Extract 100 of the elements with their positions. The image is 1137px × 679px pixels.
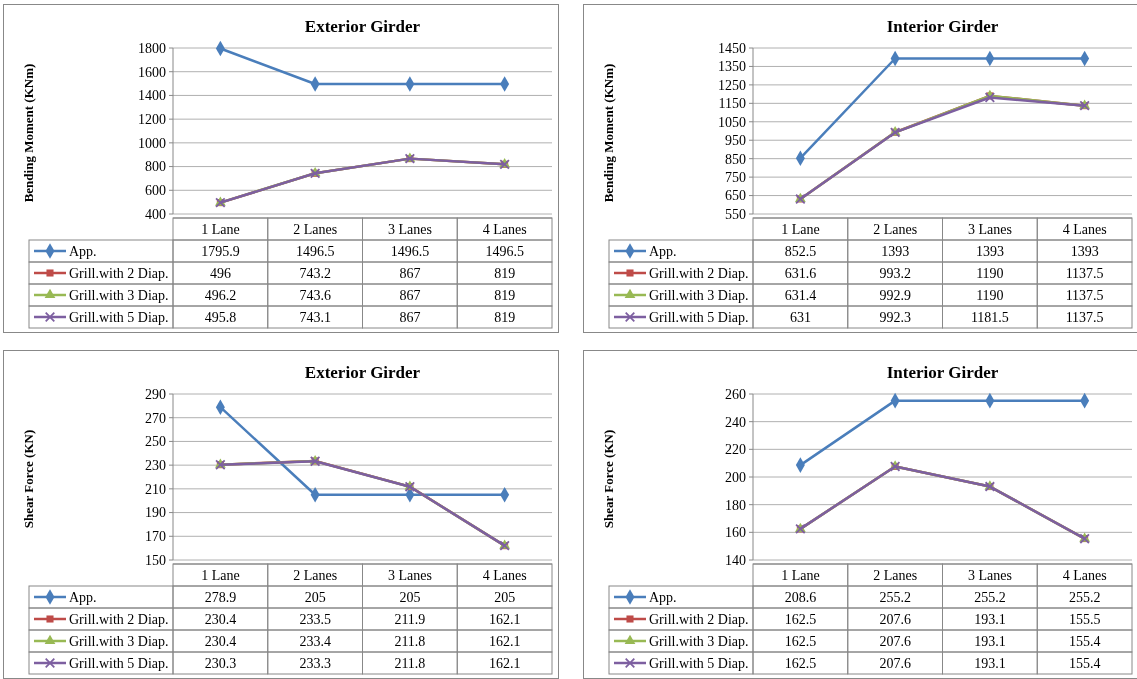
chart-title: Exterior Girder xyxy=(304,17,421,36)
legend-label: Grill.with 3 Diap. xyxy=(649,633,749,649)
x-tick-label: 3 Lanes xyxy=(967,221,1012,237)
data-label: 631.4 xyxy=(784,287,817,303)
legend-label: Grill.with 2 Diap. xyxy=(649,265,749,281)
y-tick-label: 160 xyxy=(725,525,746,541)
data-label: 255.2 xyxy=(974,589,1006,605)
y-tick-label: 750 xyxy=(725,170,746,186)
y-tick-label: 550 xyxy=(725,206,746,222)
data-label: 992.3 xyxy=(879,309,911,325)
data-label: 207.6 xyxy=(879,611,911,627)
data-label: 1190 xyxy=(976,265,1004,281)
y-tick-label: 150 xyxy=(145,552,166,568)
chart-title: Exterior Girder xyxy=(304,363,421,382)
data-label: 233.3 xyxy=(299,655,331,671)
x-tick-label: 1 Lane xyxy=(201,221,240,237)
data-label: 496.2 xyxy=(204,287,237,303)
data-label: 255.2 xyxy=(879,589,911,605)
data-label: 743.6 xyxy=(299,287,331,303)
data-label: 819 xyxy=(494,265,516,281)
y-tick-label: 240 xyxy=(725,414,746,430)
data-label: 211.8 xyxy=(394,633,426,649)
x-tick-label: 4 Lanes xyxy=(482,567,527,583)
data-label: 162.5 xyxy=(784,655,817,671)
y-tick-label: 1050 xyxy=(718,114,746,130)
data-label: 230.4 xyxy=(204,633,237,649)
data-label: 211.9 xyxy=(394,611,426,627)
y-axis-title: Bending Moment (KNm) xyxy=(601,63,616,203)
x-tick-label: 4 Lanes xyxy=(1062,567,1107,583)
data-label: 155.4 xyxy=(1068,655,1101,671)
data-label: 155.5 xyxy=(1068,611,1101,627)
data-label: 207.6 xyxy=(879,655,911,671)
data-label: 867 xyxy=(399,265,421,281)
data-label: 1496.5 xyxy=(390,243,430,259)
data-label: 162.5 xyxy=(784,611,817,627)
data-label: 819 xyxy=(494,287,516,303)
data-label: 1137.5 xyxy=(1065,265,1104,281)
legend-label: App. xyxy=(649,589,677,605)
y-tick-label: 850 xyxy=(725,151,746,167)
data-label: 819 xyxy=(494,309,516,325)
chart-title: Interior Girder xyxy=(886,17,999,36)
data-label: 205 xyxy=(304,589,326,605)
legend-label: Grill.with 5 Diap. xyxy=(69,309,169,325)
x-tick-label: 1 Lane xyxy=(781,567,820,583)
data-label: 233.5 xyxy=(299,611,331,627)
x-tick-label: 4 Lanes xyxy=(482,221,527,237)
x-tick-label: 2 Lanes xyxy=(873,221,918,237)
legend-label: Grill.with 5 Diap. xyxy=(649,655,749,671)
data-label: 743.1 xyxy=(299,309,331,325)
legend-label: Grill.with 5 Diap. xyxy=(69,655,169,671)
data-label: 233.4 xyxy=(299,633,331,649)
data-label: 867 xyxy=(399,287,421,303)
data-label: 278.9 xyxy=(204,589,237,605)
data-label: 255.2 xyxy=(1068,589,1101,605)
y-tick-label: 250 xyxy=(145,434,166,450)
legend-label: App. xyxy=(69,243,97,259)
y-tick-label: 140 xyxy=(725,552,746,568)
y-tick-label: 800 xyxy=(145,159,166,175)
data-label: 631 xyxy=(789,309,811,325)
data-label: 867 xyxy=(399,309,421,325)
data-label: 1393 xyxy=(881,243,910,259)
x-tick-label: 2 Lanes xyxy=(293,567,338,583)
data-label: 1496.5 xyxy=(295,243,335,259)
y-tick-label: 400 xyxy=(145,206,166,222)
data-label: 207.6 xyxy=(879,633,911,649)
y-tick-label: 290 xyxy=(145,386,166,402)
y-axis-title: Bending Moment (KNm) xyxy=(21,63,36,203)
x-tick-label: 4 Lanes xyxy=(1062,221,1107,237)
legend-label: Grill.with 3 Diap. xyxy=(69,633,169,649)
data-label: 205 xyxy=(494,589,516,605)
y-tick-label: 1800 xyxy=(138,40,166,56)
data-label: 162.1 xyxy=(488,655,521,671)
y-tick-label: 1000 xyxy=(138,135,166,151)
x-tick-label: 3 Lanes xyxy=(387,221,432,237)
data-label: 1190 xyxy=(976,287,1004,303)
legend-label: App. xyxy=(649,243,677,259)
x-tick-label: 1 Lane xyxy=(781,221,820,237)
data-label: 1393 xyxy=(1070,243,1099,259)
x-tick-label: 3 Lanes xyxy=(967,567,1012,583)
y-tick-label: 180 xyxy=(725,497,746,513)
data-label: 230.4 xyxy=(204,611,237,627)
data-label: 496 xyxy=(209,265,231,281)
data-label: 193.1 xyxy=(974,611,1006,627)
data-label: 155.4 xyxy=(1068,633,1101,649)
y-tick-label: 600 xyxy=(145,183,166,199)
data-label: 193.1 xyxy=(974,633,1006,649)
chart-title: Interior Girder xyxy=(886,363,999,382)
data-label: 208.6 xyxy=(784,589,817,605)
data-label: 852.5 xyxy=(784,243,817,259)
y-tick-label: 950 xyxy=(725,133,746,149)
y-tick-label: 1450 xyxy=(718,40,746,56)
x-tick-label: 2 Lanes xyxy=(293,221,338,237)
data-label: 1496.5 xyxy=(485,243,524,259)
legend-label: Grill.with 2 Diap. xyxy=(69,265,169,281)
y-tick-label: 270 xyxy=(145,410,166,426)
y-tick-label: 1200 xyxy=(138,112,166,128)
data-label: 211.8 xyxy=(394,655,426,671)
data-label: 162.5 xyxy=(784,633,817,649)
y-tick-label: 1600 xyxy=(138,64,166,80)
y-tick-label: 190 xyxy=(145,505,166,521)
